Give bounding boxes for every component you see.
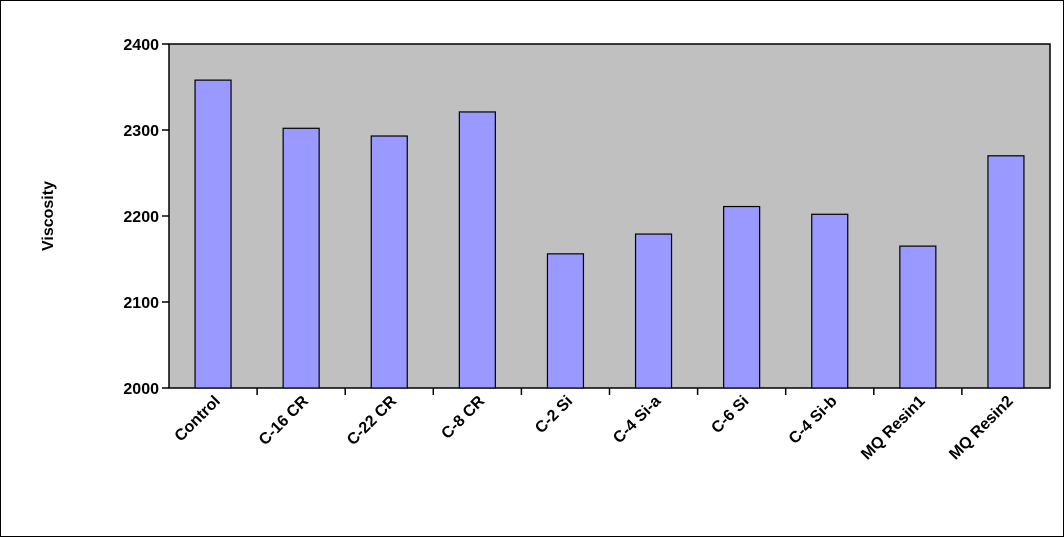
- y-tick-label: 2000: [123, 381, 159, 398]
- y-axis-title: Viscosity: [40, 181, 57, 251]
- x-tick-label: C-22 CR: [344, 392, 400, 448]
- x-tick-label: Control: [172, 393, 224, 445]
- y-tick-label: 2100: [123, 295, 159, 312]
- bar: [546, 253, 585, 389]
- y-tick-label: 2400: [123, 37, 159, 54]
- bar: [811, 213, 849, 389]
- x-tick-label: C-4 Si-a: [610, 393, 664, 447]
- bar: [723, 205, 761, 389]
- bar: [987, 155, 1025, 389]
- x-tick-label: C-4 Si-b: [786, 393, 841, 448]
- x-tick-label: MQ Resin2: [946, 393, 1017, 464]
- x-axis: Control C-16 CR C-22 CR C-8 CR C-2 Si C-4 Si-…: [172, 388, 1017, 463]
- x-tick-label: MQ Resin1: [858, 393, 929, 464]
- bar: [282, 127, 320, 389]
- bar: [370, 135, 408, 389]
- x-tick-label: C-2 Si: [532, 393, 576, 437]
- bar: [899, 245, 937, 389]
- x-tick-label: C-6 Si: [708, 393, 752, 437]
- bar: [194, 79, 232, 389]
- y-axis: 2000 2100 2200 2300 2400: [123, 37, 169, 398]
- x-tick-label: C-8 CR: [438, 392, 488, 442]
- bars: [194, 79, 1025, 389]
- bar: [458, 111, 496, 389]
- y-tick-label: 2300: [123, 123, 159, 140]
- x-tick-label: C-16 CR: [256, 392, 312, 448]
- y-tick-label: 2200: [123, 209, 159, 226]
- bar: [634, 233, 673, 389]
